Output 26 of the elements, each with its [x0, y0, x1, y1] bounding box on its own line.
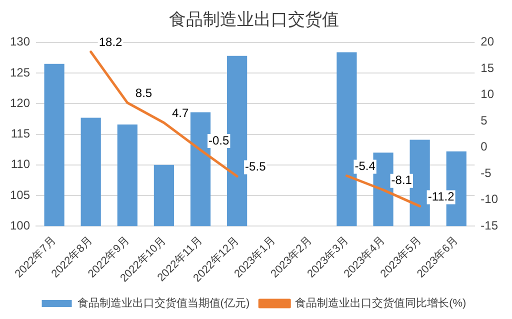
- y2-tick-label: -5: [480, 166, 492, 180]
- data-label: -0.5: [208, 133, 230, 148]
- legend-label: 食品制造业出口交货值同比增长(%): [295, 296, 466, 310]
- data-label: 18.2: [98, 35, 123, 50]
- data-label: -11.2: [428, 190, 455, 204]
- chart-title: 食品制造业出口交货值: [169, 10, 339, 29]
- y-tick-label: 105: [10, 188, 30, 202]
- data-label: -5.4: [354, 159, 376, 174]
- data-label: -8.1: [391, 173, 412, 188]
- y2-tick-label: -15: [480, 218, 498, 232]
- y2-tick-label: 20: [480, 34, 494, 49]
- y-tick-label: 130: [10, 34, 30, 49]
- y-tick-label: 100: [10, 218, 30, 232]
- legend-label: 食品制造业出口交货值当期值(亿元): [77, 296, 250, 310]
- y-tick-label: 125: [10, 65, 30, 80]
- y2-tick-label: 0: [480, 140, 488, 154]
- y-tick-label: 115: [10, 126, 30, 141]
- y-tick-label: 120: [10, 96, 30, 110]
- data-label: 4.7: [172, 106, 189, 120]
- y2-tick-label: -10: [480, 192, 498, 206]
- y2-tick-label: 5: [480, 113, 488, 128]
- data-label: 8.5: [135, 86, 152, 100]
- y-tick-label: 110: [10, 157, 30, 172]
- y2-tick-label: 15: [480, 60, 494, 75]
- y2-tick-label: 10: [480, 87, 494, 102]
- data-label: -5.5: [245, 160, 266, 174]
